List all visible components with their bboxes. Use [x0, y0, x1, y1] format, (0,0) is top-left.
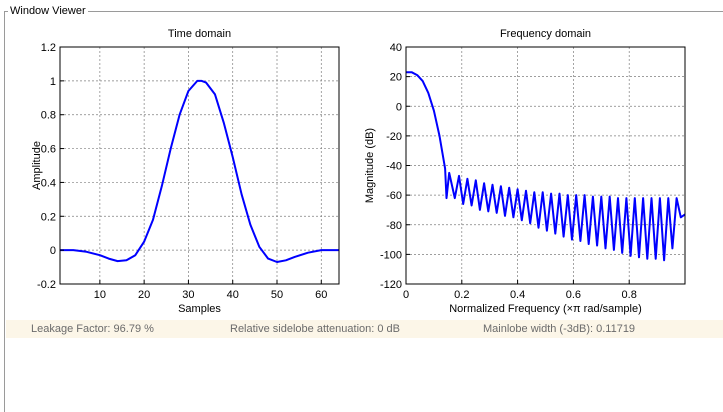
frame-title: Window Viewer	[8, 5, 88, 17]
y-tick-label: 1.2	[41, 42, 56, 54]
axes-box	[59, 46, 340, 285]
y-tick-label: 0.4	[41, 177, 56, 189]
plot-background	[60, 47, 339, 284]
x-tick-label: 0.6	[566, 289, 581, 301]
x-axis-label: Normalized Frequency (×π rad/sample)	[449, 303, 642, 315]
window-viewer-frame	[4, 11, 723, 412]
leakage-factor-text: Leakage Factor: 96.79 %	[31, 323, 154, 335]
x-tick-label: 0.4	[510, 289, 525, 301]
y-tick-label: 0.2	[41, 211, 56, 223]
x-tick-label: 50	[271, 289, 283, 301]
x-tick-label: 0.2	[454, 289, 469, 301]
y-tick-label: -100	[380, 249, 402, 261]
time-domain-axes[interactable]: 10 20 30 40 50 60 -0.2 0 0.2 0.4 0.6 0.8 1 1.2 Time do…	[31, 28, 340, 315]
y-tick-label: 0	[50, 245, 56, 257]
chart-title: Time domain	[168, 28, 231, 40]
x-tick-label: 10	[94, 289, 106, 301]
y-axis-label: Magnitude (dB)	[364, 128, 376, 203]
mainlobe-width-text: Mainlobe width (-3dB): 0.11719	[483, 323, 636, 335]
x-tick-label: 30	[182, 289, 194, 301]
status-bar: Leakage Factor: 96.79 % Relative sidelob…	[6, 320, 723, 338]
y-tick-label: 1	[50, 76, 56, 88]
x-tick-label: 60	[315, 289, 327, 301]
x-tick-label: 0.8	[622, 289, 637, 301]
sidelobe-attenuation-text: Relative sidelobe attenuation: 0 dB	[230, 323, 401, 335]
y-tick-label: -60	[386, 190, 402, 202]
y-tick-label: 0.8	[41, 110, 56, 122]
data-line	[60, 79, 339, 263]
y-tick-label: -120	[380, 279, 402, 291]
y-axis-label: Amplitude	[31, 141, 43, 190]
y-tick-label: -40	[386, 161, 402, 173]
y-tick-label: 0	[396, 101, 402, 113]
plots-area: 10 20 30 40 50 60 -0.2 0 0.2 0.4 0.6 0.8 1 1.2 Time do…	[31, 28, 686, 315]
y-tick-label: -20	[386, 131, 402, 143]
y-tick-label: 40	[390, 42, 402, 54]
y-tick-label: 20	[390, 72, 402, 84]
y-tick-label: -80	[386, 220, 402, 232]
x-tick-label: 40	[227, 289, 239, 301]
chart-title: Frequency domain	[500, 28, 591, 40]
x-tick-label: 20	[138, 289, 150, 301]
x-tick-label: 0	[403, 289, 409, 301]
y-tick-label: 0.6	[41, 144, 56, 156]
y-tick-label: -0.2	[37, 279, 56, 291]
x-axis-label: Samples	[178, 303, 221, 315]
data-line	[406, 71, 686, 262]
frequency-domain-axes[interactable]: 0 0.2 0.4 0.6 0.8 -120 -100 -80 -60 -40 -20 0 20 40 Fr…	[364, 28, 686, 315]
